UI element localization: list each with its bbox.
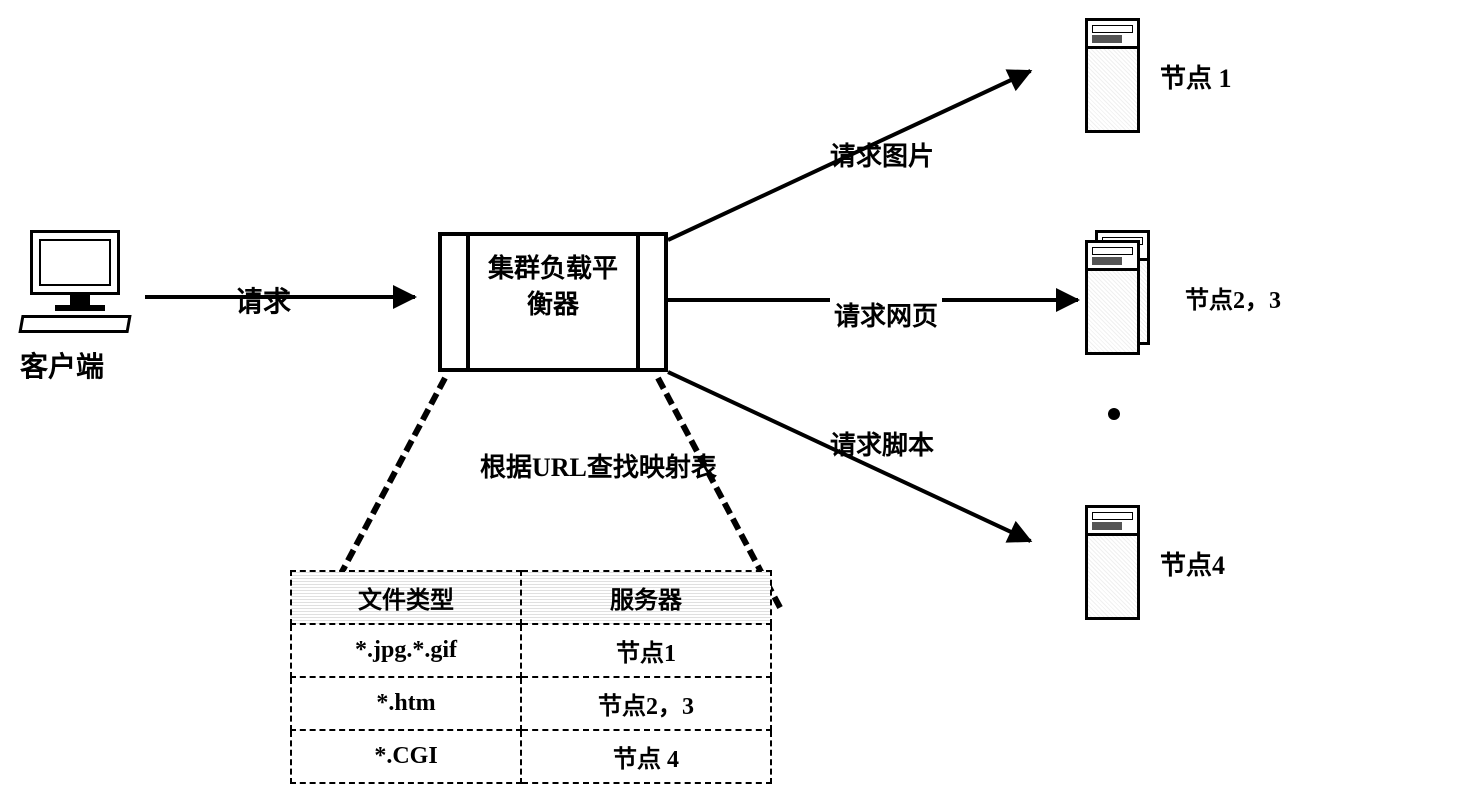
route-web-label: 请求网页 [830, 296, 942, 333]
arrow-request [145, 295, 415, 299]
table-cell: 节点1 [521, 624, 771, 677]
url-lookup-label: 根据URL查找映射表 [480, 450, 717, 486]
request-arrow-label: 请求 [235, 280, 291, 320]
route-script-label: 请求脚本 [830, 425, 934, 462]
ellipsis-dot [1108, 408, 1120, 420]
client-computer-icon [30, 230, 130, 333]
table-header-server: 服务器 [521, 571, 771, 624]
table-cell: *.htm [291, 677, 521, 730]
node1-label: 节点 1 [1160, 58, 1232, 95]
table-cell: 节点 4 [521, 730, 771, 783]
server-node1-icon [1085, 18, 1140, 133]
table-cell: 节点2，3 [521, 677, 771, 730]
load-balancer-box: 集群负载平衡器 [438, 232, 668, 372]
client-label: 客户端 [20, 345, 104, 385]
server-node23-front-icon [1085, 240, 1140, 355]
table-header-type: 文件类型 [291, 571, 521, 624]
load-balancer-label: 集群负载平衡器 [477, 251, 629, 324]
url-mapping-table: 文件类型 服务器 *.jpg.*.gif 节点1 *.htm 节点2，3 *.C… [290, 570, 772, 784]
table-cell: *.CGI [291, 730, 521, 783]
table-cell: *.jpg.*.gif [291, 624, 521, 677]
route-image-label: 请求图片 [830, 136, 934, 173]
node23-label: 节点2，3 [1185, 280, 1281, 315]
node4-label: 节点4 [1160, 545, 1225, 582]
server-node4-icon [1085, 505, 1140, 620]
